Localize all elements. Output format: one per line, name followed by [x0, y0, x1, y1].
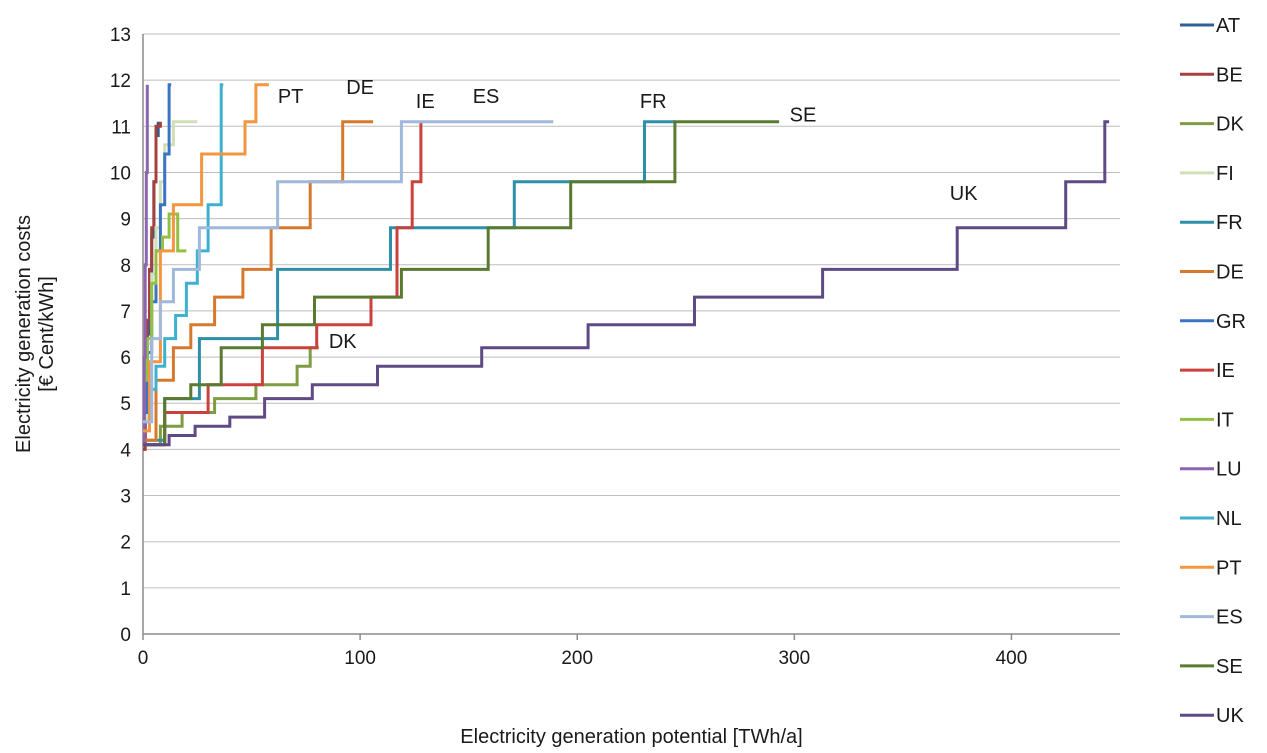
legend-label: DE — [1216, 262, 1244, 284]
x-tick-label: 400 — [996, 648, 1028, 669]
legend-label: FR — [1216, 212, 1243, 234]
legend-label: AT — [1216, 15, 1240, 37]
series-annotation: IE — [416, 91, 435, 113]
legend-label: GR — [1216, 311, 1246, 333]
legend-label: PT — [1216, 557, 1242, 579]
x-tick-label: 300 — [778, 648, 810, 669]
series-line-dk — [143, 346, 319, 447]
y-tick-label: 2 — [120, 533, 131, 554]
y-tick-label: 10 — [110, 163, 131, 184]
gridlines — [143, 33, 1120, 635]
series-line-lu — [142, 84, 149, 447]
series-annotation: DE — [346, 77, 374, 99]
legend-label: NL — [1216, 508, 1242, 530]
y-tick-label: 9 — [120, 210, 131, 231]
legend-label: SE — [1216, 656, 1243, 678]
legend-label: IE — [1216, 360, 1235, 382]
y-tick-label: 3 — [120, 487, 131, 508]
x-axis-title: Electricity generation potential [TWh/a] — [460, 726, 802, 748]
legend-label: ES — [1216, 607, 1243, 629]
series-line-de — [143, 120, 374, 442]
y-axis-title: Electricity generation costs[€ Cent/kWh] — [13, 215, 58, 453]
y-tick-label: 7 — [120, 302, 131, 323]
y-tick-label: 0 — [120, 625, 131, 646]
y-tick-label: 8 — [120, 256, 131, 277]
x-tick-label: 100 — [344, 648, 376, 669]
legend-label: FI — [1216, 163, 1234, 185]
series-line-fr — [143, 120, 675, 442]
y-tick-label: 6 — [120, 348, 131, 369]
y-tick-label: 12 — [110, 71, 131, 92]
series-annotation: ES — [473, 86, 500, 108]
series-line-uk — [143, 120, 1110, 447]
y-axis-title-line: [€ Cent/kWh] — [36, 276, 58, 392]
y-tick-label: 11 — [111, 117, 131, 138]
y-axis-title-text: Electricity generation costs[€ Cent/kWh] — [13, 215, 58, 453]
x-tick-label: 0 — [138, 648, 149, 669]
x-tick-label: 200 — [561, 648, 593, 669]
y-tick-label: 13 — [110, 25, 131, 46]
legend-label: BE — [1216, 64, 1243, 86]
series-annotation: UK — [950, 183, 978, 205]
series-annotation: PT — [278, 86, 304, 108]
series-line-es — [143, 120, 554, 424]
legend-label: LU — [1216, 459, 1242, 481]
legend-label: IT — [1216, 409, 1234, 431]
legend-label: DK — [1216, 114, 1244, 136]
series-line-nl — [143, 83, 224, 424]
series-annotation: DK — [329, 331, 357, 353]
y-axis-title-line: Electricity generation costs — [13, 215, 35, 453]
y-tick-label: 1 — [120, 579, 131, 600]
series-line-ie — [143, 121, 423, 447]
legend: AT BE DK FI FR DE GR IE IT LU NL PT ES SE UK — [1180, 15, 1246, 727]
series-line-se — [143, 120, 780, 447]
legend-label: UK — [1216, 705, 1244, 727]
series-layer — [142, 83, 1110, 451]
y-tick-label: 4 — [120, 440, 131, 461]
series-annotations: PT DE IE ES FR SE UK DK — [278, 77, 978, 353]
series-annotation: FR — [640, 91, 667, 113]
series-annotation: SE — [790, 105, 817, 127]
y-tick-label: 5 — [120, 394, 131, 415]
